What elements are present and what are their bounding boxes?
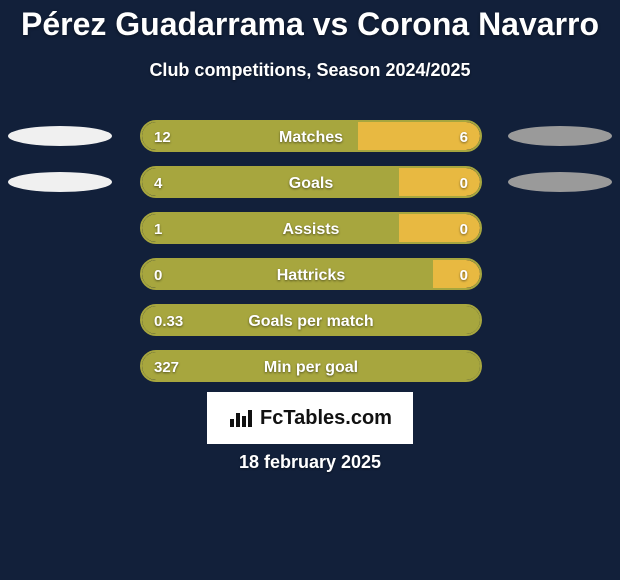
stat-bar: Goals40 (140, 166, 482, 198)
stat-bar-right-fill (399, 168, 480, 196)
stat-row: Min per goal327 (0, 350, 620, 382)
stat-bar: Assists10 (140, 212, 482, 244)
player-left-marker (8, 126, 112, 146)
stat-row: Goals40 (0, 166, 620, 198)
stat-bar-left-fill (142, 352, 480, 380)
stat-bar-right-fill (358, 122, 480, 150)
player-left-marker (8, 172, 112, 192)
stat-bar: Matches126 (140, 120, 482, 152)
brand-text: FcTables.com (260, 407, 392, 430)
player-right-marker (508, 172, 612, 192)
stat-rows: Matches126 Goals40 Assists10 Hattricks00 Goa… (0, 120, 620, 382)
stat-bar: Goals per match0.33 (140, 304, 482, 336)
stat-bar-left-fill (142, 122, 358, 150)
date-line: 18 february 2025 (0, 452, 620, 473)
page-title: Pérez Guadarrama vs Corona Navarro (0, 6, 620, 43)
stat-row: Assists10 (0, 212, 620, 244)
stat-bar-left-fill (142, 260, 433, 288)
stat-row: Goals per match0.33 (0, 304, 620, 336)
stat-bar: Min per goal327 (140, 350, 482, 382)
stat-bar-left-fill (142, 168, 399, 196)
stat-row: Matches126 (0, 120, 620, 152)
brand-badge: FcTables.com (207, 392, 413, 444)
player-right-marker (508, 126, 612, 146)
stat-bar-left-fill (142, 306, 480, 334)
stat-bar-right-fill (433, 260, 480, 288)
stat-bar-right-fill (399, 214, 480, 242)
brand-chart-icon (228, 407, 254, 429)
stat-row: Hattricks00 (0, 258, 620, 290)
stat-bar: Hattricks00 (140, 258, 482, 290)
subtitle: Club competitions, Season 2024/2025 (0, 60, 620, 81)
stat-bar-left-fill (142, 214, 399, 242)
